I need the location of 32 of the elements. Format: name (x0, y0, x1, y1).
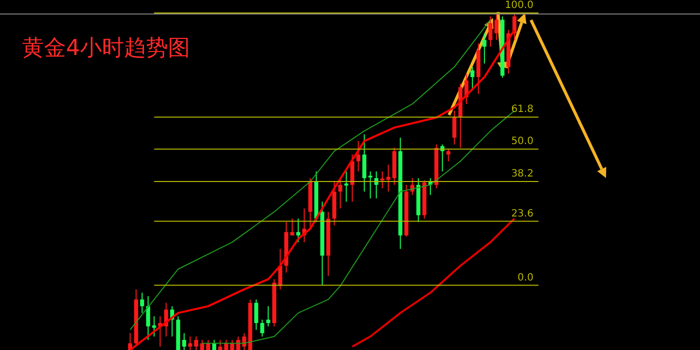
candlestick (182, 332, 186, 350)
candlestick (290, 218, 294, 236)
candlestick (338, 178, 342, 209)
annotation: 100.0 (504, 0, 534, 11)
candlestick (452, 110, 456, 145)
candlestick (488, 16, 492, 48)
annotation: 50.0 (511, 136, 534, 148)
candlestick (344, 170, 348, 202)
annotation: 23.6 (511, 208, 534, 220)
candlestick (386, 164, 390, 192)
candlestick (152, 316, 156, 338)
candlestick (350, 154, 354, 202)
candlestick (140, 292, 144, 314)
candlestick (146, 296, 150, 340)
candlestick (356, 140, 360, 172)
candlestick (362, 134, 366, 192)
annotation: 38.2 (511, 168, 534, 180)
annotation: 61.8 (511, 104, 534, 116)
candlestick (470, 66, 474, 92)
candlestick (200, 339, 204, 350)
candlestick (254, 298, 258, 330)
annotation: 0.0 (518, 272, 534, 284)
candlestick (494, 13, 498, 40)
candlestick (218, 339, 222, 350)
candlestick (296, 218, 300, 243)
candlestick (446, 148, 450, 162)
candlestick (380, 170, 384, 189)
candlestick (266, 306, 270, 327)
candlestick (482, 32, 486, 64)
text: 黄金4小时趋势图 (22, 35, 190, 63)
candlestick (260, 319, 264, 338)
candlestick (194, 336, 198, 350)
